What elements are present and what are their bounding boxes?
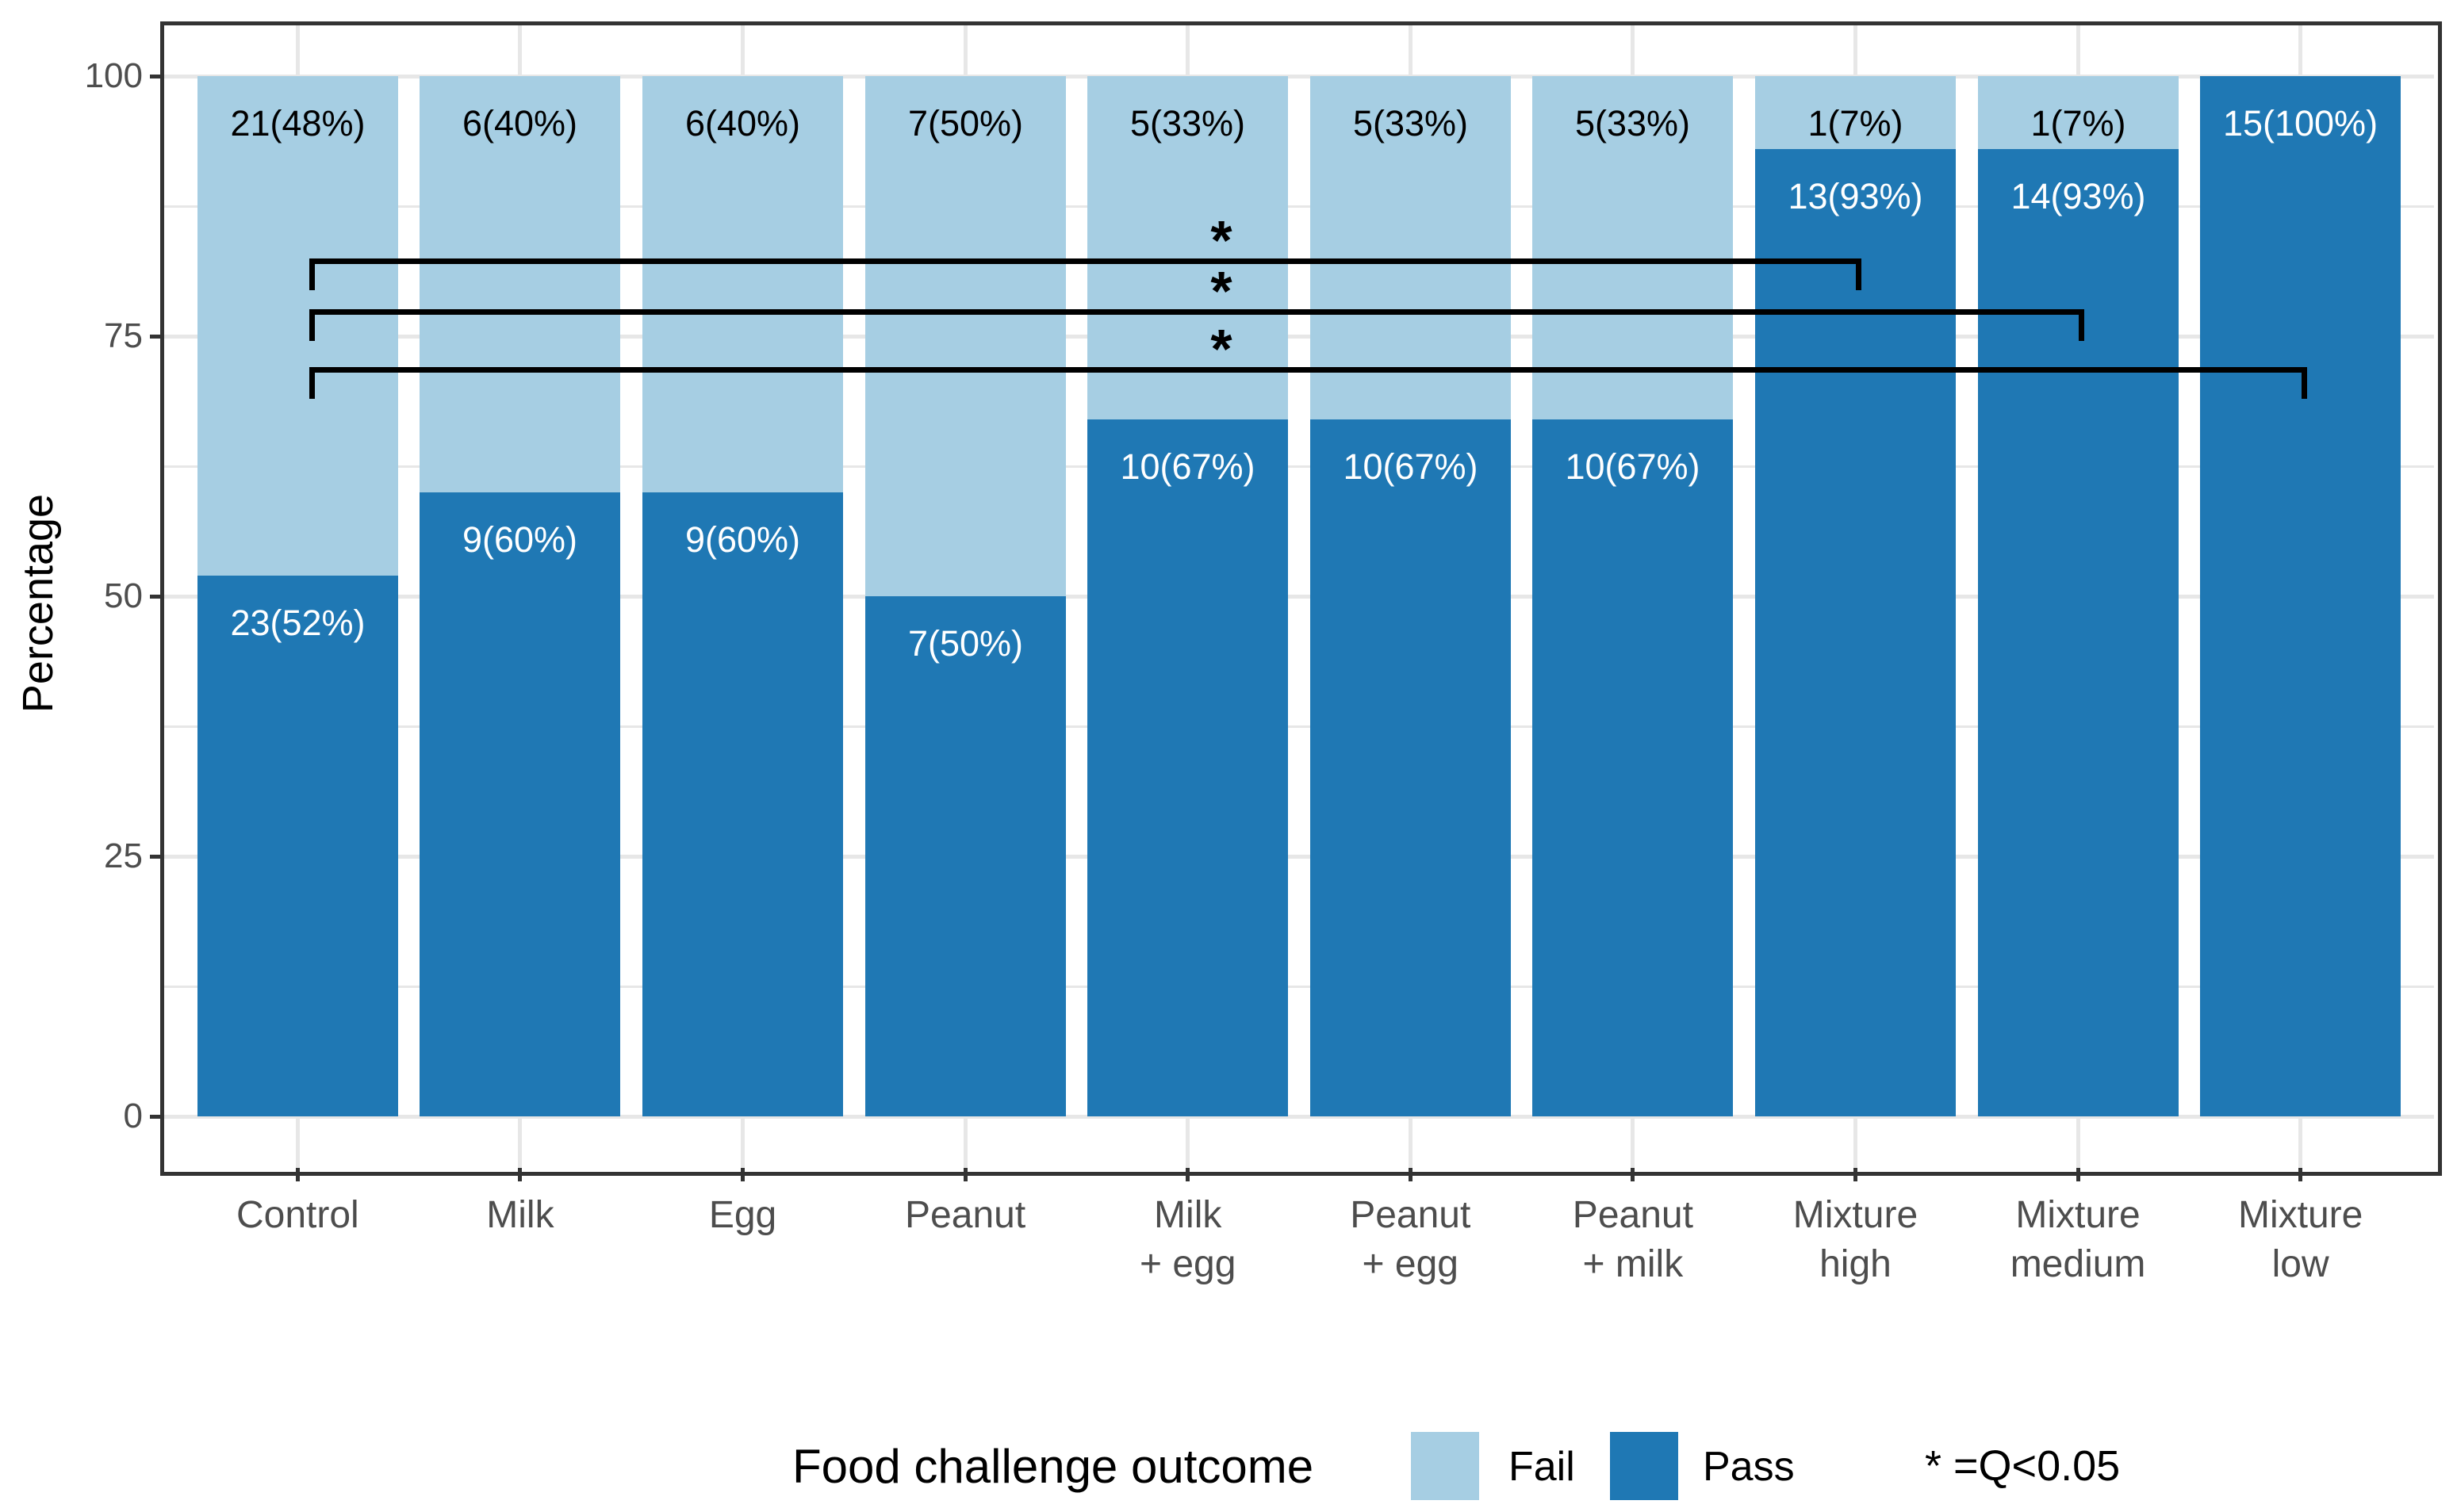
gridline-major — [164, 74, 2434, 78]
bar-segment-pass-mixture-medium — [1978, 148, 2179, 1116]
bar-segment-pass-mixture-low — [2200, 76, 2401, 1116]
bar-segment-fail-milk---egg — [1087, 76, 1288, 419]
bar-value-label-pass: 13(93%) — [1788, 175, 1923, 216]
gridline-major — [164, 334, 2434, 339]
bar-value-label-fail: 5(33%) — [1352, 103, 1469, 144]
bar-value-label-pass: 10(67%) — [1343, 446, 1478, 487]
bar-value-label-pass: 23(52%) — [230, 602, 366, 643]
x-axis-tick-label: Mixture low — [2237, 1194, 2363, 1285]
x-axis-tick-label: Peanut — [905, 1194, 1026, 1236]
x-axis-tick-label: Mixture medium — [2010, 1194, 2146, 1285]
bracket-end-tick — [309, 309, 315, 341]
bar-value-label-pass: 9(60%) — [684, 519, 801, 560]
bar-segment-fail-egg — [642, 76, 843, 492]
bracket-horizontal — [309, 309, 2084, 315]
bar-segment-fail-control — [197, 76, 398, 576]
bar-value-label-fail: 21(48%) — [230, 103, 366, 144]
gridline-major — [164, 594, 2434, 599]
y-axis-title: Percentage — [14, 493, 62, 714]
bar-value-label-fail: 7(50%) — [907, 103, 1024, 144]
x-axis-tick-label: Milk — [486, 1194, 554, 1236]
x-axis-tick-label: Egg — [708, 1194, 777, 1236]
significance-asterisk: * — [1210, 209, 1232, 271]
legend-label-pass: Pass — [1703, 1444, 1795, 1490]
gridline-minor — [164, 725, 2434, 728]
gridline-minor — [164, 985, 2434, 988]
bar-value-label-fail: 5(33%) — [1574, 103, 1691, 144]
gridline-minor — [164, 465, 2434, 468]
bar-segment-pass-milk---egg — [1087, 419, 1288, 1116]
gridline-minor — [164, 205, 2434, 208]
y-axis-tick — [150, 334, 164, 339]
bar-segment-pass-milk — [420, 492, 620, 1116]
bar-segment-pass-peanut — [865, 596, 1066, 1116]
gridline-major — [164, 854, 2434, 859]
x-axis-tick-label: Mixture high — [1792, 1194, 1918, 1285]
bracket-end-tick — [2302, 367, 2307, 399]
significance-note: * =Q<0.05 — [1925, 1442, 2121, 1490]
bar-value-label-pass: 10(67%) — [1565, 446, 1700, 487]
x-axis-tick — [963, 1168, 968, 1181]
y-axis-tick-label: 0 — [123, 1097, 143, 1135]
bar-value-label-pass: 9(60%) — [462, 519, 578, 560]
y-axis-tick-label: 100 — [84, 56, 143, 95]
bar-segment-fail-peanut---egg — [1310, 76, 1511, 419]
bracket-end-tick — [309, 367, 315, 399]
x-axis-tick — [741, 1168, 746, 1181]
x-axis-tick — [1186, 1168, 1190, 1181]
bracket-end-tick — [1856, 258, 1861, 290]
y-axis-tick — [150, 74, 164, 78]
bracket-end-tick — [309, 258, 315, 290]
bar-segment-fail-peanut---milk — [1532, 76, 1733, 419]
y-axis-tick-label: 50 — [104, 576, 143, 615]
y-axis-tick — [150, 854, 164, 859]
bracket-horizontal — [309, 367, 2307, 373]
x-axis-tick — [2076, 1168, 2080, 1181]
bar-value-label-fail: 1(7%) — [1807, 103, 1903, 144]
x-axis-tick — [1408, 1168, 1412, 1181]
bar-value-label-pass: 7(50%) — [907, 623, 1024, 664]
x-axis-tick-label: Milk + egg — [1139, 1194, 1236, 1285]
bar-value-label-pass: 15(100%) — [2222, 103, 2378, 144]
x-axis-tick-label: Control — [236, 1194, 359, 1236]
x-axis-tick-label: Peanut + milk — [1572, 1194, 1693, 1285]
gridline-major — [164, 1114, 2434, 1119]
bar-segment-fail-mixture-medium — [1978, 76, 2179, 149]
bar-value-label-fail: 5(33%) — [1129, 103, 1246, 144]
bar-value-label-fail: 6(40%) — [462, 103, 578, 144]
bar-value-label-fail: 6(40%) — [684, 103, 801, 144]
bar-value-label-pass: 14(93%) — [2010, 175, 2146, 216]
legend-swatch-fail — [1411, 1432, 1479, 1500]
bar-segment-pass-mixture-high — [1755, 148, 1956, 1116]
x-axis-tick — [1631, 1168, 1635, 1181]
bar-value-label-fail: 1(7%) — [2030, 103, 2126, 144]
x-axis-tick — [2298, 1168, 2303, 1181]
legend-label-fail: Fail — [1508, 1444, 1575, 1490]
bar-segment-pass-control — [197, 575, 398, 1116]
bar-segment-pass-egg — [642, 492, 843, 1116]
legend-swatch-pass — [1610, 1432, 1678, 1500]
y-axis-tick-label: 75 — [104, 316, 143, 355]
x-axis-tick — [1853, 1168, 1857, 1181]
y-axis-tick — [150, 1114, 164, 1119]
bar-value-label-pass: 10(67%) — [1120, 446, 1255, 487]
y-axis-tick-label: 25 — [104, 836, 143, 875]
bar-segment-pass-peanut---milk — [1532, 419, 1733, 1116]
bar-segment-fail-mixture-high — [1755, 76, 1956, 149]
y-axis-tick — [150, 594, 164, 599]
significance-asterisk: * — [1210, 318, 1232, 380]
bar-segment-fail-milk — [420, 76, 620, 492]
bracket-end-tick — [2079, 309, 2084, 341]
bar-segment-fail-peanut — [865, 76, 1066, 596]
bar-segment-pass-peanut---egg — [1310, 419, 1511, 1116]
x-axis-tick — [518, 1168, 523, 1181]
significance-asterisk: * — [1210, 260, 1232, 322]
x-axis-tick — [295, 1168, 300, 1181]
x-axis-tick-label: Peanut + egg — [1350, 1194, 1471, 1285]
bracket-horizontal — [309, 258, 1861, 264]
legend-title: Food challenge outcome — [792, 1440, 1314, 1493]
